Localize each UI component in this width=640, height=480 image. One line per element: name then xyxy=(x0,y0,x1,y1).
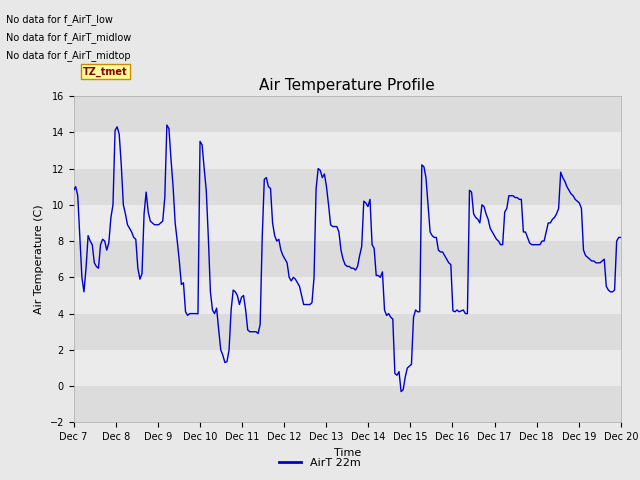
Text: No data for f_AirT_midtop: No data for f_AirT_midtop xyxy=(6,50,131,61)
Text: TZ_tmet: TZ_tmet xyxy=(83,66,128,77)
Y-axis label: Air Temperature (C): Air Temperature (C) xyxy=(34,204,44,314)
Bar xyxy=(74,350,621,386)
Bar xyxy=(74,277,621,313)
Bar xyxy=(74,205,621,241)
Bar xyxy=(74,132,621,168)
Bar xyxy=(74,386,621,422)
Bar xyxy=(74,168,621,205)
Text: No data for f_AirT_midlow: No data for f_AirT_midlow xyxy=(6,32,132,43)
Text: No data for f_AirT_low: No data for f_AirT_low xyxy=(6,13,113,24)
Legend: AirT 22m: AirT 22m xyxy=(275,453,365,472)
Bar xyxy=(74,313,621,350)
X-axis label: Time: Time xyxy=(333,448,361,457)
Title: Air Temperature Profile: Air Temperature Profile xyxy=(259,78,435,94)
Bar xyxy=(74,96,621,132)
Bar xyxy=(74,241,621,277)
